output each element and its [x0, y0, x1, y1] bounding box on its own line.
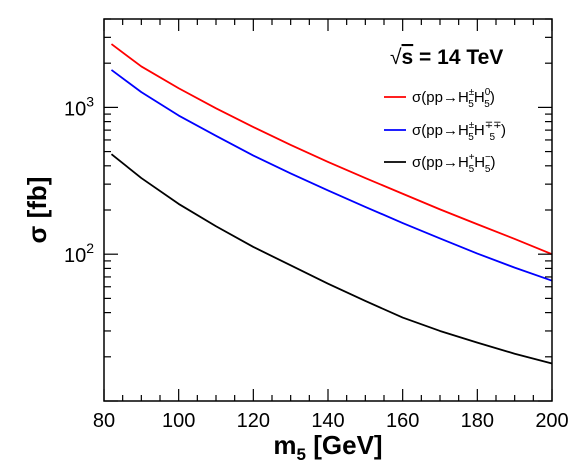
x-tick-label: 80 [93, 410, 115, 432]
x-tick-label: 100 [162, 410, 195, 432]
x-tick-label: 180 [461, 410, 494, 432]
energy-annotation: √s = 14 TeV [390, 46, 503, 69]
x-tick-label: 120 [237, 410, 270, 432]
x-tick-label: 160 [386, 410, 419, 432]
legend-label-3: σ(pp→H+ 5H− 5) [412, 152, 495, 175]
x-axis-title: m5 [GeV] [273, 430, 382, 464]
series-line-3 [110, 153, 553, 365]
plot-frame [103, 18, 553, 402]
legend-label-1: σ(pp→H± 5H0 5) [412, 87, 495, 110]
legend-label-2: σ(pp→H± 5H∓∓ 5) [412, 120, 506, 143]
y-tick-label: 102 [64, 240, 94, 267]
y-axis-title: σ [fb] [22, 177, 52, 244]
series-line-1 [110, 43, 553, 256]
x-tick-label: 140 [311, 410, 344, 432]
x-tick-label: 200 [535, 410, 568, 432]
series-line-2 [110, 69, 553, 282]
y-tick-label: 103 [64, 93, 94, 120]
